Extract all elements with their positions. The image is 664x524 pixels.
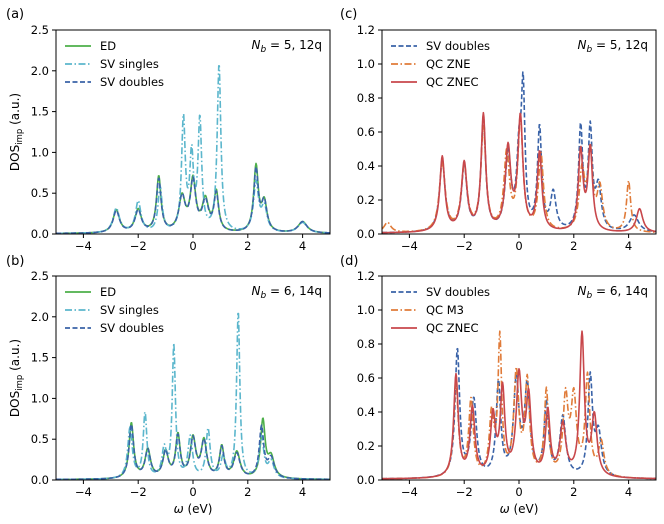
y-tick-label: 2.0: [31, 64, 49, 78]
legend-label: SV doubles: [100, 75, 164, 89]
legend-label: QC M3: [426, 303, 464, 317]
panel-a: (a) −4 −2 0 2 4 0.0 0.5 1.0 1.5 2.0 2.5 ED SV singles…: [6, 7, 331, 253]
legend-label: SV doubles: [100, 321, 164, 335]
x-tick-label: 2: [244, 485, 251, 499]
x-axis-label: ω (eV): [500, 502, 539, 516]
x-tick-label: 4: [625, 239, 632, 253]
y-tick-label: 1.0: [357, 57, 375, 71]
y-tick-label: 0.6: [357, 125, 375, 139]
legend: SV doubles QC M3 QC ZNEC: [391, 285, 490, 335]
series-group: [382, 71, 656, 234]
series-line-sv-singles: [56, 65, 330, 234]
panel-label: (c): [340, 7, 357, 22]
y-tick-label: 2.5: [31, 269, 49, 283]
panel-annotation: Nb = 5, 12q: [577, 38, 648, 55]
axes-frame: [381, 275, 657, 481]
x-tick-label: 2: [570, 485, 577, 499]
x-tick-label: −2: [456, 485, 473, 499]
legend-label: SV singles: [100, 303, 159, 317]
y-tick-label: 0.4: [357, 405, 375, 419]
x-tick-label: −4: [75, 239, 92, 253]
x-tick-label: −4: [401, 239, 418, 253]
y-tick-label: 0.2: [357, 193, 375, 207]
y-tick-label: 0.2: [357, 439, 375, 453]
x-tick-label: 4: [625, 485, 632, 499]
legend-label: QC ZNEC: [426, 321, 479, 335]
y-tick-label: 1.0: [357, 303, 375, 317]
y-tick-label: 1.2: [357, 23, 375, 37]
axes-frame: [55, 29, 331, 235]
series-line-qc-znec: [382, 330, 656, 480]
legend-label: SV doubles: [426, 285, 490, 299]
series-line-qc-znec: [382, 111, 656, 234]
panel-label: (d): [340, 254, 358, 269]
series-line-ed: [56, 162, 330, 234]
legend-label: QC ZNEC: [426, 75, 479, 89]
x-tick-label: 0: [189, 485, 196, 499]
x-tick-label: 2: [244, 239, 251, 253]
y-tick-label: 2.0: [31, 310, 49, 324]
legend-label: QC ZNE: [426, 57, 470, 71]
x-tick-label: −4: [75, 485, 92, 499]
panel-d: (d) −4 −2 0 2 4 0.0 0.2 0.4 0.6 0.8 1.0 1.2 SV double…: [340, 254, 657, 516]
y-tick-label: 1.0: [31, 391, 49, 405]
y-tick-label: 0.0: [31, 227, 49, 241]
x-tick-label: 4: [299, 485, 306, 499]
panel-label: (a): [6, 7, 24, 22]
y-tick-label: 0.5: [31, 186, 49, 200]
series-group: [56, 65, 330, 234]
legend-label: SV singles: [100, 57, 159, 71]
series-line-sv-doubles: [56, 165, 330, 234]
x-tick-label: 0: [515, 239, 522, 253]
x-tick-label: −2: [130, 485, 147, 499]
legend: SV doubles QC ZNE QC ZNEC: [391, 39, 490, 89]
series-group: [56, 312, 330, 480]
series-line-qc-m3: [382, 330, 656, 480]
legend: ED SV singles SV doubles: [65, 39, 164, 89]
x-tick-label: 0: [515, 485, 522, 499]
legend-label: ED: [100, 285, 116, 299]
panel-label: (b): [6, 254, 24, 269]
panel-annotation: Nb = 6, 14q: [577, 284, 648, 301]
y-tick-label: 0.8: [357, 337, 375, 351]
series-line-sv-doubles: [56, 423, 330, 480]
legend-label: ED: [100, 39, 116, 53]
legend: ED SV singles SV doubles: [65, 285, 164, 335]
axes-frame: [55, 275, 331, 481]
x-axis-label: ω (eV): [174, 502, 213, 516]
y-tick-label: 0.6: [357, 371, 375, 385]
y-tick-label: 1.2: [357, 269, 375, 283]
y-axis-label: DOSimp (a.u.): [8, 93, 25, 171]
y-axis-label: DOSimp (a.u.): [8, 339, 25, 417]
panel-b: (b) −4 −2 0 2 4 0.0 0.5 1.0 1.5 2.0 2.5 ED SV singles…: [6, 254, 331, 516]
panel-c: (c) −4 −2 0 2 4 0.0 0.2 0.4 0.6 0.8 1.0 1.2 SV double…: [340, 7, 657, 253]
y-tick-label: 0.4: [357, 159, 375, 173]
x-tick-label: −2: [130, 239, 147, 253]
x-tick-label: 0: [189, 239, 196, 253]
y-tick-label: 1.0: [31, 145, 49, 159]
y-tick-label: 2.5: [31, 23, 49, 37]
x-tick-label: 4: [299, 239, 306, 253]
series-line-sv-doubles: [382, 71, 656, 234]
y-tick-label: 0.0: [31, 473, 49, 487]
x-tick-label: −2: [456, 239, 473, 253]
y-tick-label: 1.5: [31, 105, 49, 119]
y-tick-label: 0.0: [357, 227, 375, 241]
x-tick-label: 2: [570, 239, 577, 253]
y-tick-label: 1.5: [31, 351, 49, 365]
y-tick-label: 0.5: [31, 432, 49, 446]
panel-annotation: Nb = 6, 14q: [251, 284, 322, 301]
y-tick-label: 0.0: [357, 473, 375, 487]
x-tick-label: −4: [401, 485, 418, 499]
panel-annotation: Nb = 5, 12q: [251, 38, 322, 55]
series-group: [382, 330, 656, 480]
legend-label: SV doubles: [426, 39, 490, 53]
y-tick-label: 0.8: [357, 91, 375, 105]
series-line-sv-singles: [56, 312, 330, 480]
